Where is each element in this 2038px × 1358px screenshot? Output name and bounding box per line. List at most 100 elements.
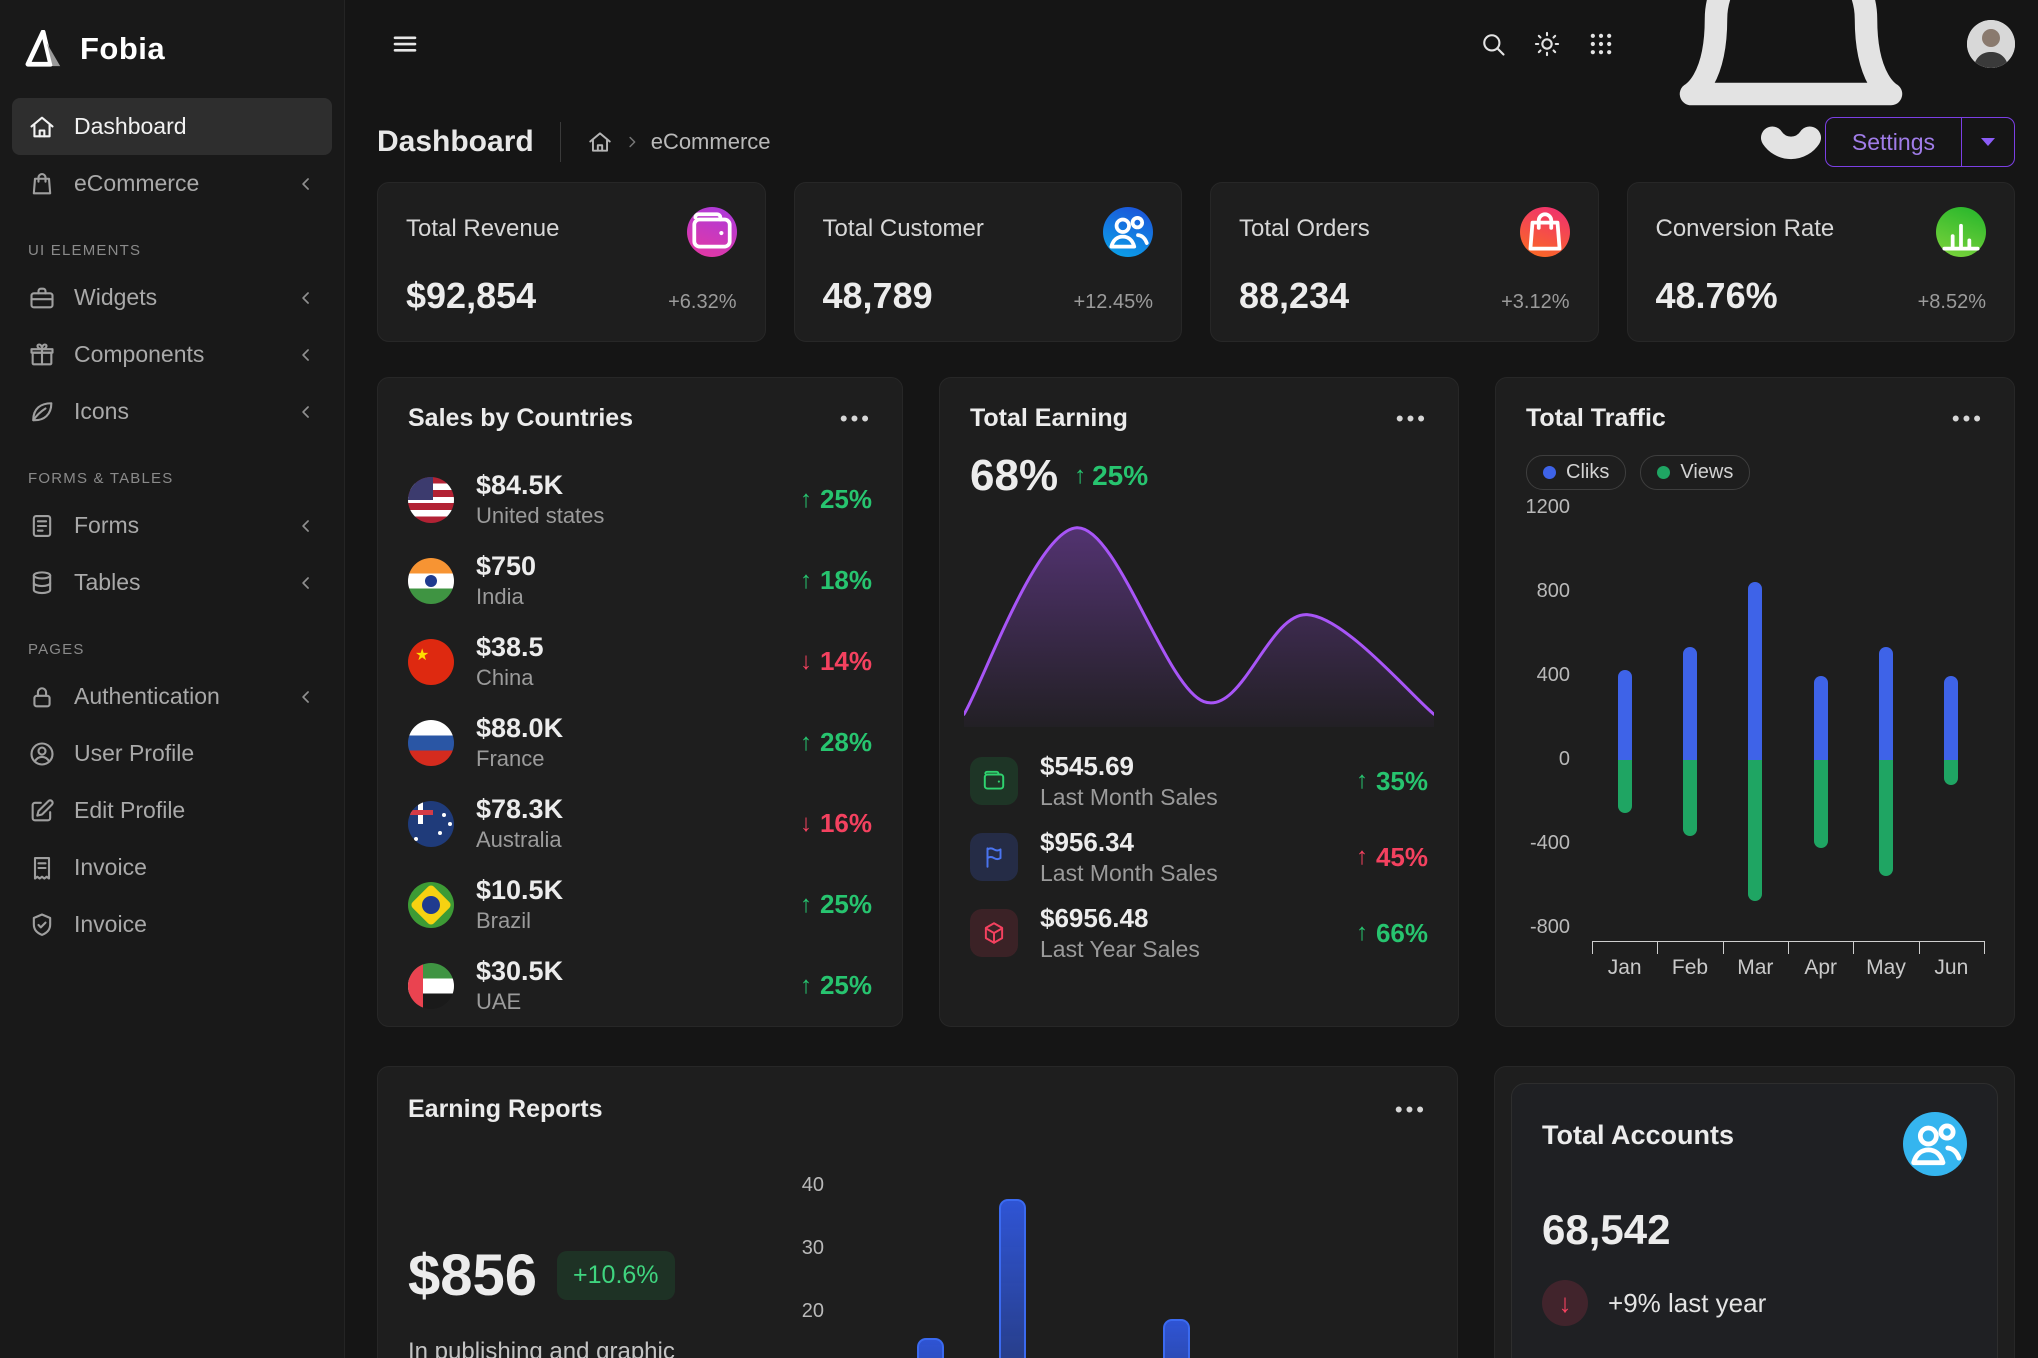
country-flag-icon: [408, 719, 454, 766]
y-axis-label: 20: [801, 1300, 824, 1323]
axis-tick: [1788, 941, 1789, 954]
sidebar-item-icons[interactable]: Icons: [12, 383, 332, 440]
brand[interactable]: Fobia: [0, 0, 344, 86]
sidebar-item-widgets[interactable]: Widgets: [12, 269, 332, 326]
sidebar-item-edit-profile[interactable]: Edit Profile: [12, 782, 332, 839]
traffic-bar-views: [1748, 760, 1763, 901]
earning-reports-card: Earning Reports ••• $856 +10.6% In publi…: [377, 1066, 1459, 1358]
axis-tick: [1657, 941, 1659, 954]
country-row: $78.3K Australia ↓ 16%: [408, 783, 872, 864]
total-accounts-card: Total Accounts 68,542 ↓ +9% last year: [1494, 1066, 2015, 1358]
nav-section-forms-tables: FORMS & TABLES: [28, 470, 174, 487]
chevron-left-icon: [296, 573, 316, 593]
earning-change: ↑ 45%: [1355, 841, 1428, 872]
settings-dropdown-button[interactable]: [1962, 118, 2014, 166]
x-axis-label: Mar: [1737, 956, 1774, 979]
stat-card-total-orders: Total Orders 88,234 +3.12%: [1210, 182, 1599, 342]
traffic-bar-cliks: [1944, 676, 1959, 760]
gift-icon: [28, 341, 56, 369]
more-menu-icon[interactable]: •••: [1395, 405, 1428, 431]
y-axis-label: 30: [801, 1237, 824, 1260]
sidebar-item-invoice-2[interactable]: Invoice: [12, 896, 332, 953]
form-icon: [28, 512, 56, 540]
sidebar-item-authentication[interactable]: Authentication: [12, 668, 332, 725]
chevron-left-icon: [296, 687, 316, 707]
more-menu-icon[interactable]: •••: [1394, 1096, 1428, 1122]
traffic-bar-cliks: [1683, 646, 1697, 760]
arrow-down-icon: ↓: [799, 809, 812, 837]
earning-change: ↑ 66%: [1355, 917, 1428, 948]
earning-change: ↑ 35%: [1355, 765, 1428, 796]
arrow-up-icon: ↑: [1355, 919, 1368, 946]
y-axis-label: 400: [1536, 664, 1570, 686]
search-icon[interactable]: [1479, 30, 1507, 58]
country-row: $30.5K UAE ↑ 25%: [408, 945, 872, 1026]
nav-section-ui-elements: UI ELEMENTS: [28, 242, 142, 259]
sidebar-item-invoice-1[interactable]: Invoice: [12, 839, 332, 896]
sidebar-item-user-profile[interactable]: User Profile: [12, 725, 332, 782]
leaf-icon: [28, 398, 56, 426]
country-row: $750 India ↑ 18%: [408, 540, 872, 621]
x-axis-label: Jun: [1934, 956, 1969, 979]
country-flag-icon: [408, 800, 454, 847]
shopping-bag-icon: [28, 170, 56, 198]
more-menu-icon[interactable]: •••: [839, 405, 872, 431]
country-change: ↑ 25%: [799, 889, 872, 919]
sidebar-item-components[interactable]: Components: [12, 326, 332, 383]
chevron-left-icon: [296, 345, 316, 365]
sidebar-item-tables[interactable]: Tables: [12, 554, 332, 611]
total-earning-delta: ↑ 25%: [1074, 460, 1149, 491]
caret-down-icon: [1981, 138, 1995, 146]
apps-grid-icon[interactable]: [1587, 30, 1615, 58]
breadcrumb-home-icon[interactable]: [587, 129, 613, 155]
main-area: 8 Dashboard eCommerce Settings: [345, 0, 2038, 1358]
total-earning-card: Total Earning ••• 68% ↑ 25% $545.69 Last M…: [939, 377, 1459, 1027]
bell-icon: [1641, 0, 1941, 194]
country-change: ↓ 16%: [799, 808, 872, 838]
nav-section-pages: PAGES: [28, 641, 85, 658]
chevron-right-icon: [623, 133, 641, 151]
topbar: 8: [345, 0, 2038, 160]
user-avatar[interactable]: [1967, 20, 2015, 68]
users-icon: [1103, 207, 1153, 257]
traffic-bar-views: [1944, 760, 1959, 786]
arrow-down-icon: ↓: [799, 647, 812, 675]
menu-toggle-icon[interactable]: [390, 29, 420, 59]
sidebar-item-dashboard[interactable]: Dashboard: [12, 98, 332, 155]
y-axis-label: 0: [1558, 748, 1570, 770]
shield-icon: [28, 911, 56, 939]
traffic-bar-cliks: [1813, 676, 1828, 760]
users-icon: [1902, 1112, 1967, 1176]
chevron-left-icon: [296, 402, 316, 422]
total-traffic-card: Total Traffic ••• Cliks Views 1200 800 400 0…: [1495, 377, 2015, 1027]
page-header: Dashboard eCommerce Settings: [377, 112, 2015, 172]
chevron-left-icon: [296, 288, 316, 308]
settings-button[interactable]: Settings: [1826, 118, 1962, 166]
sidebar-item-ecommerce[interactable]: eCommerce: [12, 155, 332, 212]
arrow-up-icon: ↑: [799, 890, 812, 918]
country-change: ↑ 28%: [799, 727, 872, 757]
total-accounts-value: 68,542: [1542, 1206, 1671, 1253]
brand-logo-icon: [25, 30, 61, 67]
stat-card-conversion-rate: Conversion Rate 48.76% +8.52%: [1626, 182, 2015, 342]
sidebar-item-forms[interactable]: Forms: [12, 497, 332, 554]
earning-row: $6956.48 Last Year Sales ↑ 66%: [970, 895, 1428, 971]
theme-toggle-sun-icon[interactable]: [1533, 30, 1561, 58]
y-axis-label: 1200: [1525, 496, 1571, 518]
notifications-button[interactable]: 8: [1641, 0, 1941, 194]
axis-tick: [1592, 941, 1593, 954]
middle-row: Sales by Countries ••• $84.5K United stat…: [377, 377, 2015, 1027]
more-menu-icon[interactable]: •••: [1951, 405, 1984, 431]
country-change: ↓ 14%: [799, 646, 872, 676]
y-axis-label: 40: [801, 1173, 824, 1196]
legend-views[interactable]: Views: [1640, 455, 1751, 490]
legend-dot-icon: [1543, 466, 1556, 479]
page-title: Dashboard: [377, 125, 534, 158]
legend-cliks[interactable]: Cliks: [1526, 455, 1627, 490]
earning-report-bar: [917, 1337, 944, 1358]
country-flag-icon: [408, 638, 454, 685]
lock-icon: [28, 683, 56, 711]
